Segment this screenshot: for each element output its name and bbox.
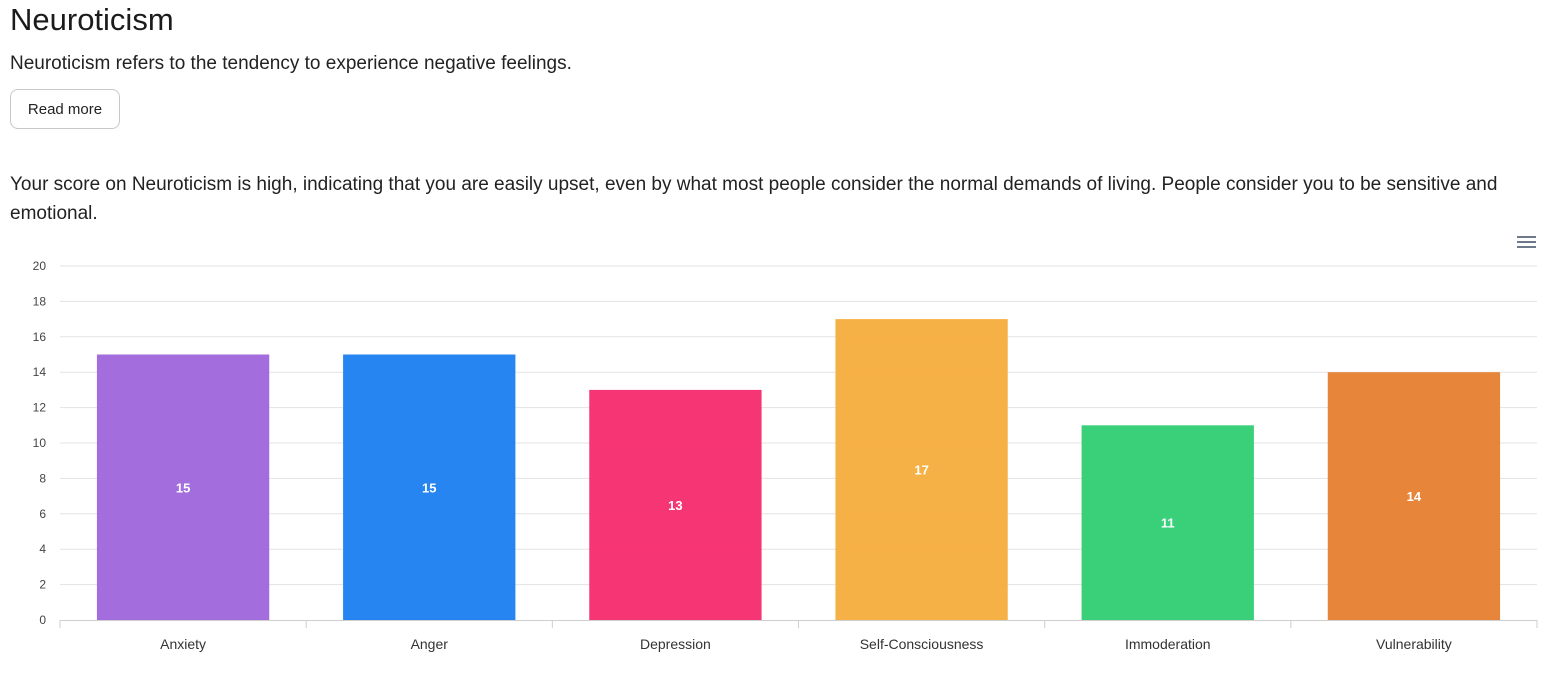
read-more-button[interactable]: Read more <box>10 89 120 129</box>
bar <box>1081 425 1254 620</box>
x-tick-label: Anxiety <box>160 636 206 652</box>
y-tick-label: 0 <box>39 613 46 627</box>
score-description: Your score on Neuroticism is high, indic… <box>10 174 1498 224</box>
data-label: 15 <box>176 480 190 495</box>
y-tick-label: 2 <box>39 578 46 592</box>
x-axis-ticks: Anxiety Anger Depression Self-Consciousness… <box>160 636 1452 652</box>
bar <box>96 354 270 620</box>
y-tick-label: 20 <box>33 259 47 273</box>
bar <box>589 389 762 620</box>
y-tick-label: 10 <box>33 436 47 450</box>
bar <box>1327 372 1501 620</box>
data-label: 15 <box>422 480 436 495</box>
x-tick-label: Immoderation <box>1125 636 1211 652</box>
x-tick-label: Depression <box>640 636 711 652</box>
page-title: Neuroticism <box>10 2 174 37</box>
bar <box>835 319 1008 620</box>
data-label: 11 <box>1161 516 1175 531</box>
trait-description: Neuroticism refers to the tendency to ex… <box>10 53 572 74</box>
x-tick-label: Self-Consciousness <box>860 636 984 652</box>
y-axis-ticks: 0 2 4 6 8 10 12 14 16 18 20 <box>33 259 47 627</box>
x-tick-label: Vulnerability <box>1376 636 1452 652</box>
y-tick-label: 6 <box>39 507 46 521</box>
data-label: 17 <box>914 463 928 478</box>
data-label: 13 <box>668 498 682 513</box>
y-tick-label: 8 <box>39 471 46 485</box>
x-tick-label: Anger <box>411 636 449 652</box>
y-tick-label: 12 <box>33 401 47 415</box>
data-labels: 15 15 13 17 11 14 <box>176 463 1422 531</box>
y-tick-label: 18 <box>33 294 47 308</box>
data-label: 14 <box>1407 489 1422 504</box>
x-axis <box>59 620 1538 628</box>
bars <box>96 319 1501 620</box>
y-tick-label: 4 <box>39 542 46 556</box>
y-tick-label: 14 <box>33 365 47 379</box>
y-tick-label: 16 <box>33 330 47 344</box>
bar <box>343 354 516 620</box>
hamburger-menu-icon[interactable] <box>1517 236 1537 252</box>
grid-lines <box>60 265 1537 586</box>
